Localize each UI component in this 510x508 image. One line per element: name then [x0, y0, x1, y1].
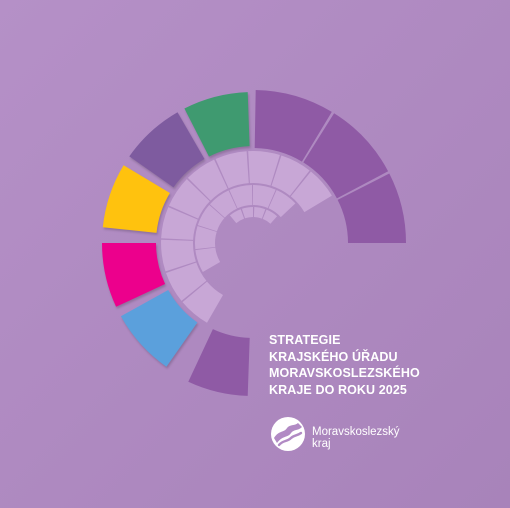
inner-ring-tile — [195, 247, 221, 272]
middle-ring-tile — [215, 151, 249, 189]
middle-ring-tile — [290, 171, 332, 213]
inner-ring-tile — [268, 190, 296, 218]
innermost-tile — [253, 207, 266, 219]
innermost-tile — [229, 209, 245, 224]
title-line-3: MORAVSKOSLEZSKÉHO — [269, 366, 420, 380]
innermost-tile — [241, 207, 253, 219]
outer-segment-right-1 — [254, 90, 332, 162]
outer-segment-right-3 — [337, 173, 406, 243]
middle-ring-tile — [187, 159, 228, 201]
violet-tile — [129, 112, 205, 188]
moravskoslezsky-kraj-logo-icon — [271, 417, 305, 451]
middle-ring-tile — [271, 155, 310, 196]
middle-ring-tile — [166, 262, 207, 301]
logo-text: Moravskoslezský kraj — [312, 426, 400, 450]
middle-ring-tile — [248, 150, 280, 186]
magenta-tile — [101, 243, 166, 307]
logo-text-line-1: Moravskoslezský — [312, 426, 400, 438]
middle-ring-tile — [182, 281, 223, 323]
inner-ring-tile — [229, 185, 253, 209]
inner-ring-tile — [253, 184, 276, 208]
logo-text-line-2: kraj — [312, 438, 331, 450]
document-title: STRATEGIE KRAJSKÉHO ÚŘADU MORAVSKOSLEZSK… — [269, 332, 489, 398]
title-line-1: STRATEGIE — [269, 333, 341, 347]
title-line-2: KRAJSKÉHO ÚŘADU — [269, 349, 398, 364]
outer-segment-right-2 — [303, 113, 389, 199]
inner-ring-tile — [194, 226, 217, 250]
outer-segment-bottom — [188, 329, 250, 396]
title-line-4: KRAJE DO ROKU 2025 — [269, 382, 407, 397]
organization-logo: Moravskoslezský kraj — [268, 414, 468, 458]
inner-ring-tile — [197, 204, 225, 232]
blue-tile — [120, 290, 198, 367]
middle-ring-tile — [169, 179, 210, 219]
green-tile — [184, 92, 250, 157]
yellow-tile — [102, 165, 170, 233]
middle-ring-tile — [161, 207, 198, 240]
innermost-tile — [262, 209, 278, 224]
middle-ring-tile — [161, 239, 196, 272]
inner-ring-tile — [209, 190, 237, 218]
